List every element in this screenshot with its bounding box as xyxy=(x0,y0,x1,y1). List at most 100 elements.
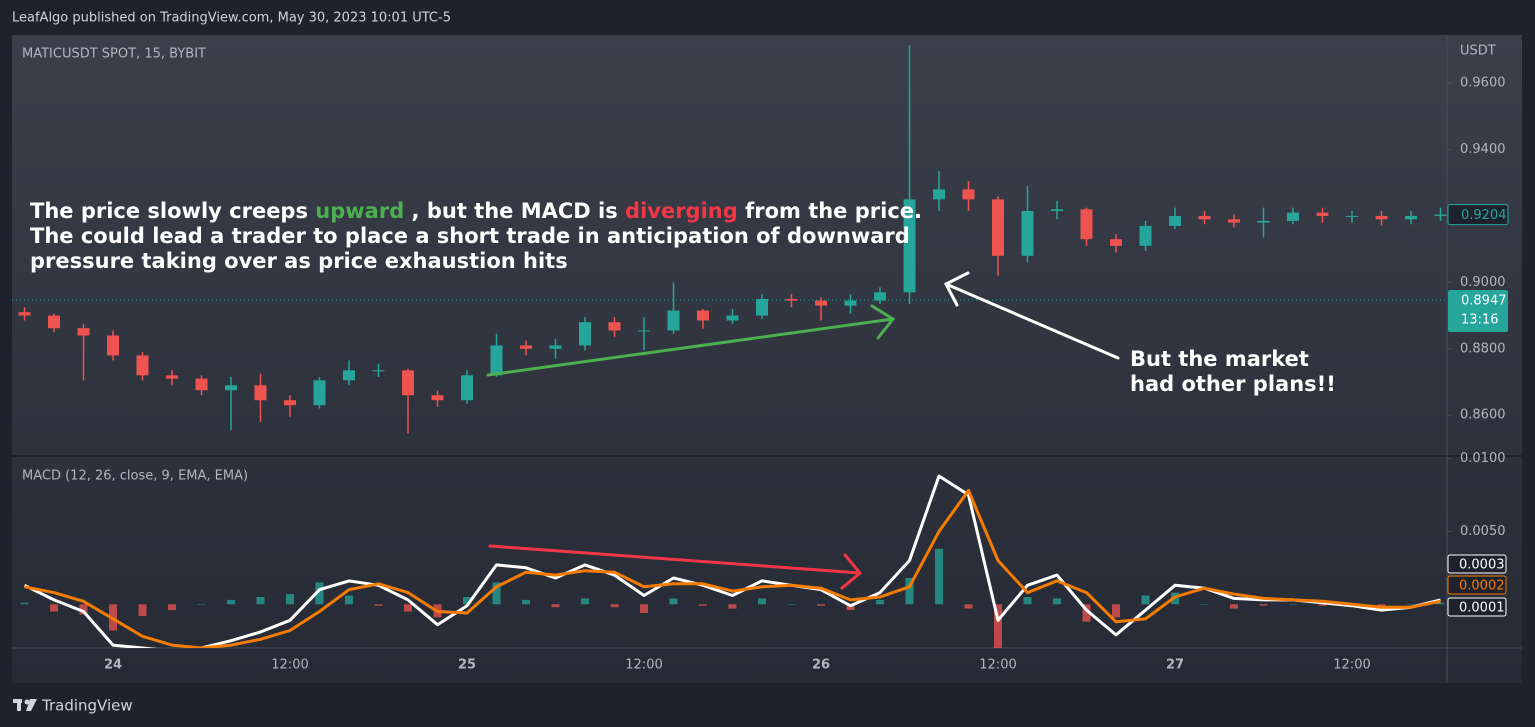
histogram-bar xyxy=(50,604,58,612)
price-line-label: 0.8947 xyxy=(1461,293,1507,308)
candle-body xyxy=(1021,210,1034,256)
y-tick-label: 0.8800 xyxy=(1460,341,1506,356)
candle-body xyxy=(1346,215,1358,217)
candle-body xyxy=(1316,212,1329,216)
candle-body xyxy=(667,310,680,331)
price-pane xyxy=(12,45,1447,434)
histogram-bar xyxy=(315,582,324,605)
candle-body xyxy=(1198,215,1211,220)
candle-body xyxy=(962,189,975,200)
candle-body xyxy=(638,330,650,332)
histogram-bar xyxy=(463,596,471,605)
green-arrow xyxy=(486,304,896,377)
histogram-bar xyxy=(1082,604,1091,622)
annotation-line: pressure taking over as price exhaustion… xyxy=(30,249,568,273)
last-price-label: 0.9204 xyxy=(1461,208,1507,223)
candle-body xyxy=(933,189,945,200)
candle-body xyxy=(697,310,709,321)
histogram-bar xyxy=(905,578,914,605)
candle-body xyxy=(1257,220,1270,223)
candle-body xyxy=(195,378,208,391)
candle-body xyxy=(579,322,591,346)
candle-body xyxy=(785,298,798,301)
candle-body xyxy=(1110,239,1122,246)
last-value-label: 0.0003 xyxy=(1459,558,1505,573)
symbol-legend: MATICUSDT SPOT, 15, BYBIT xyxy=(22,47,206,62)
annotation-line: The price slowly creeps upward , but the… xyxy=(30,199,922,223)
annotation-text: But the market xyxy=(1130,347,1309,371)
histogram-bar xyxy=(1023,596,1032,605)
y-tick-label: 0.9000 xyxy=(1460,275,1506,290)
candle-body xyxy=(608,322,621,331)
histogram-bar xyxy=(1053,598,1061,605)
macd-pane xyxy=(20,474,1445,648)
histogram-bar xyxy=(227,599,235,605)
histogram-bar xyxy=(728,604,737,609)
x-tick-label: 27 xyxy=(1166,658,1184,673)
candle-body xyxy=(254,385,267,401)
candle-body xyxy=(549,345,562,349)
histogram-bar xyxy=(876,599,884,605)
histogram-bar xyxy=(640,604,648,614)
histogram-bar xyxy=(1200,604,1209,605)
x-tick-label: 26 xyxy=(812,658,830,673)
histogram-bar xyxy=(699,604,707,606)
histogram-bar xyxy=(374,604,383,606)
candle-body xyxy=(1434,214,1447,216)
candle-body xyxy=(166,375,178,379)
pane-separator xyxy=(12,455,1522,457)
histogram-bar xyxy=(345,595,353,605)
last-value-box xyxy=(1447,554,1507,574)
annotation-text: had other plans!! xyxy=(1130,372,1336,396)
candle-body xyxy=(225,385,237,391)
overlay xyxy=(486,271,1120,590)
candle-body xyxy=(431,395,444,401)
candle-body xyxy=(992,199,1004,256)
last-value-label: 0.0002 xyxy=(1459,579,1505,594)
candle-body xyxy=(1375,215,1388,220)
annotation-text: from the price. xyxy=(738,199,922,223)
y-tick-label: 0.0050 xyxy=(1460,524,1506,539)
last-value-label: 0.0001 xyxy=(1459,601,1505,616)
candle-body xyxy=(48,315,60,329)
candle-body xyxy=(1169,215,1181,226)
candle-body xyxy=(1405,215,1417,220)
annotation-text: The price slowly creeps xyxy=(30,199,315,223)
histogram-bar xyxy=(610,604,619,608)
histogram-bar xyxy=(669,598,678,605)
candle-body xyxy=(844,300,857,306)
histogram-bar xyxy=(492,582,501,605)
histogram-bar xyxy=(994,604,1002,648)
annotation-text: upward xyxy=(315,199,404,223)
candle-body xyxy=(1228,219,1240,223)
macd-line xyxy=(24,489,1441,648)
histogram-bar xyxy=(286,594,294,605)
y-tick-label: 0.0100 xyxy=(1460,451,1506,466)
x-tick-label: 12:00 xyxy=(271,658,308,673)
histogram-bar xyxy=(256,596,265,605)
candle-body xyxy=(77,328,90,336)
candle-body xyxy=(490,345,503,376)
histogram-bar xyxy=(817,604,825,606)
candle-body xyxy=(461,375,473,401)
candle-body xyxy=(1051,209,1063,211)
histogram-bar xyxy=(1407,604,1415,605)
histogram-bar xyxy=(551,604,560,608)
last-value-box xyxy=(1447,575,1507,595)
histogram-bar xyxy=(1259,604,1268,606)
candle-body xyxy=(313,380,326,406)
annotation-text: The could lead a trader to place a short… xyxy=(30,224,910,248)
price-line-box xyxy=(1448,289,1508,332)
candle-body xyxy=(874,292,886,301)
histogram-bar xyxy=(1230,604,1238,609)
y-tick-label: 0.9400 xyxy=(1460,142,1506,157)
x-tick-label: 12:00 xyxy=(1333,658,1370,673)
histogram-bar xyxy=(1141,595,1150,605)
candle-body xyxy=(284,400,296,406)
histogram-bar xyxy=(168,604,176,611)
histogram-bar xyxy=(522,599,530,605)
annotation-text: pressure taking over as price exhaustion… xyxy=(30,249,568,273)
y-tick-label: 0.9600 xyxy=(1460,76,1506,91)
publish-info: LeafAlgo published on TradingView.com, M… xyxy=(12,11,451,26)
